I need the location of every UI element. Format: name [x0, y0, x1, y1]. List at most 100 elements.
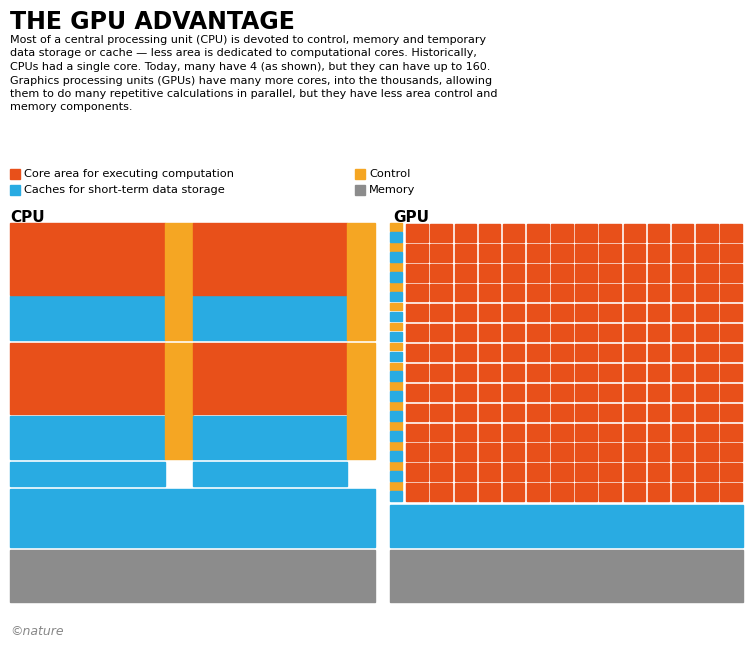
Bar: [696, 324, 718, 341]
Text: CPUs had a single core. Today, many have 4 (as shown), but they can have up to 1: CPUs had a single core. Today, many have…: [10, 62, 490, 72]
Bar: [10, 296, 164, 339]
Bar: [503, 483, 524, 501]
Bar: [430, 324, 452, 341]
Bar: [672, 344, 693, 361]
Bar: [575, 424, 597, 441]
Bar: [192, 343, 347, 414]
Bar: [647, 483, 669, 501]
Bar: [720, 424, 742, 441]
Bar: [696, 344, 718, 361]
Bar: [720, 324, 742, 341]
Bar: [406, 244, 428, 261]
Bar: [406, 463, 428, 481]
Bar: [551, 324, 573, 341]
Text: Memory: Memory: [369, 185, 415, 195]
Bar: [527, 483, 549, 501]
Bar: [696, 483, 718, 501]
Bar: [672, 264, 693, 282]
Bar: [696, 444, 718, 461]
Bar: [430, 404, 452, 421]
Bar: [599, 364, 621, 381]
Bar: [599, 304, 621, 321]
Bar: [623, 364, 645, 381]
Bar: [551, 264, 573, 282]
Bar: [647, 364, 669, 381]
Bar: [454, 344, 476, 361]
Bar: [390, 442, 402, 450]
Bar: [390, 243, 402, 251]
Bar: [355, 169, 365, 179]
Bar: [478, 224, 500, 242]
Bar: [478, 344, 500, 361]
Bar: [623, 324, 645, 341]
Bar: [454, 284, 476, 302]
Bar: [672, 364, 693, 381]
Text: Core area for executing computation: Core area for executing computation: [24, 169, 234, 179]
Bar: [599, 463, 621, 481]
Bar: [623, 404, 645, 421]
Text: THE GPU ADVANTAGE: THE GPU ADVANTAGE: [10, 10, 295, 34]
Bar: [406, 483, 428, 501]
Bar: [696, 264, 718, 282]
Bar: [10, 223, 164, 295]
Bar: [503, 264, 524, 282]
Bar: [454, 463, 476, 481]
Bar: [599, 224, 621, 242]
Bar: [551, 244, 573, 261]
Text: Control: Control: [369, 169, 410, 179]
Bar: [647, 444, 669, 461]
Bar: [575, 284, 597, 302]
Bar: [720, 483, 742, 501]
Bar: [672, 244, 693, 261]
Bar: [430, 424, 452, 441]
Bar: [720, 463, 742, 481]
Bar: [390, 292, 402, 302]
Bar: [192, 296, 347, 339]
Bar: [527, 424, 549, 441]
Bar: [599, 344, 621, 361]
Bar: [454, 264, 476, 282]
Bar: [430, 463, 452, 481]
Bar: [623, 244, 645, 261]
Bar: [672, 284, 693, 302]
Bar: [720, 244, 742, 261]
Bar: [390, 343, 402, 350]
Bar: [599, 483, 621, 501]
Bar: [478, 444, 500, 461]
Bar: [355, 185, 365, 195]
Bar: [390, 352, 402, 361]
Bar: [551, 284, 573, 302]
Bar: [406, 404, 428, 421]
Bar: [623, 304, 645, 321]
Bar: [390, 282, 402, 290]
Bar: [672, 404, 693, 421]
Bar: [478, 284, 500, 302]
Bar: [347, 223, 375, 339]
Bar: [390, 263, 402, 271]
Bar: [720, 264, 742, 282]
Text: Caches for short-term data storage: Caches for short-term data storage: [24, 185, 225, 195]
Bar: [551, 364, 573, 381]
Bar: [575, 404, 597, 421]
Bar: [527, 463, 549, 481]
Bar: [430, 444, 452, 461]
Bar: [527, 264, 549, 282]
Bar: [430, 244, 452, 261]
Bar: [647, 383, 669, 401]
Bar: [390, 331, 402, 341]
Bar: [478, 404, 500, 421]
Bar: [503, 364, 524, 381]
Bar: [696, 424, 718, 441]
Bar: [551, 404, 573, 421]
Bar: [599, 324, 621, 341]
Bar: [10, 185, 20, 195]
Bar: [527, 284, 549, 302]
Bar: [454, 304, 476, 321]
Bar: [551, 304, 573, 321]
Bar: [503, 424, 524, 441]
Bar: [390, 372, 402, 381]
Bar: [430, 304, 452, 321]
Bar: [720, 444, 742, 461]
Bar: [503, 284, 524, 302]
Bar: [503, 383, 524, 401]
